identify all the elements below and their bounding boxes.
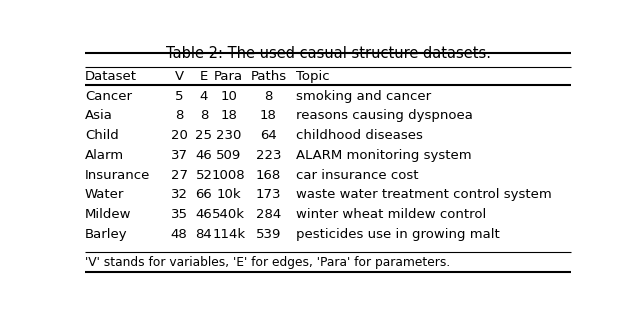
Text: E: E: [200, 70, 208, 83]
Text: 32: 32: [171, 188, 188, 201]
Text: 'V' stands for variables, 'E' for edges, 'Para' for parameters.: 'V' stands for variables, 'E' for edges,…: [85, 256, 450, 269]
Text: winter wheat mildew control: winter wheat mildew control: [296, 208, 486, 221]
Text: 20: 20: [171, 129, 188, 142]
Text: 4: 4: [200, 90, 208, 103]
Text: 52: 52: [195, 168, 212, 182]
Text: 46: 46: [196, 208, 212, 221]
Text: ALARM monitoring system: ALARM monitoring system: [296, 149, 472, 162]
Text: 230: 230: [216, 129, 241, 142]
Text: 540k: 540k: [212, 208, 245, 221]
Text: 48: 48: [171, 228, 188, 241]
Text: 168: 168: [256, 168, 281, 182]
Text: car insurance cost: car insurance cost: [296, 168, 419, 182]
Text: 18: 18: [220, 110, 237, 123]
Text: pesticides use in growing malt: pesticides use in growing malt: [296, 228, 499, 241]
Text: 10: 10: [220, 90, 237, 103]
Text: Topic: Topic: [296, 70, 330, 83]
Text: Cancer: Cancer: [85, 90, 132, 103]
Text: 64: 64: [260, 129, 277, 142]
Text: Paths: Paths: [250, 70, 287, 83]
Text: 10k: 10k: [216, 188, 241, 201]
Text: waste water treatment control system: waste water treatment control system: [296, 188, 552, 201]
Text: 114k: 114k: [212, 228, 245, 241]
Text: Para: Para: [214, 70, 243, 83]
Text: V: V: [175, 70, 184, 83]
Text: reasons causing dyspnoea: reasons causing dyspnoea: [296, 110, 472, 123]
Text: 35: 35: [171, 208, 188, 221]
Text: Water: Water: [85, 188, 124, 201]
Text: Table 2: The used casual structure datasets.: Table 2: The used casual structure datas…: [166, 46, 490, 61]
Text: Alarm: Alarm: [85, 149, 124, 162]
Text: 37: 37: [171, 149, 188, 162]
Text: 539: 539: [256, 228, 281, 241]
Text: 25: 25: [195, 129, 212, 142]
Text: 223: 223: [256, 149, 281, 162]
Text: 284: 284: [256, 208, 281, 221]
Text: Insurance: Insurance: [85, 168, 150, 182]
Text: 66: 66: [196, 188, 212, 201]
Text: 46: 46: [196, 149, 212, 162]
Text: 8: 8: [175, 110, 184, 123]
Text: 8: 8: [200, 110, 208, 123]
Text: 173: 173: [256, 188, 281, 201]
Text: smoking and cancer: smoking and cancer: [296, 90, 431, 103]
Text: childhood diseases: childhood diseases: [296, 129, 422, 142]
Text: 509: 509: [216, 149, 241, 162]
Text: 8: 8: [264, 90, 273, 103]
Text: Mildew: Mildew: [85, 208, 131, 221]
Text: 27: 27: [171, 168, 188, 182]
Text: Child: Child: [85, 129, 118, 142]
Text: Dataset: Dataset: [85, 70, 137, 83]
Text: 1008: 1008: [212, 168, 246, 182]
Text: Asia: Asia: [85, 110, 113, 123]
Text: 18: 18: [260, 110, 277, 123]
Text: Barley: Barley: [85, 228, 127, 241]
Text: 5: 5: [175, 90, 184, 103]
Text: 84: 84: [196, 228, 212, 241]
